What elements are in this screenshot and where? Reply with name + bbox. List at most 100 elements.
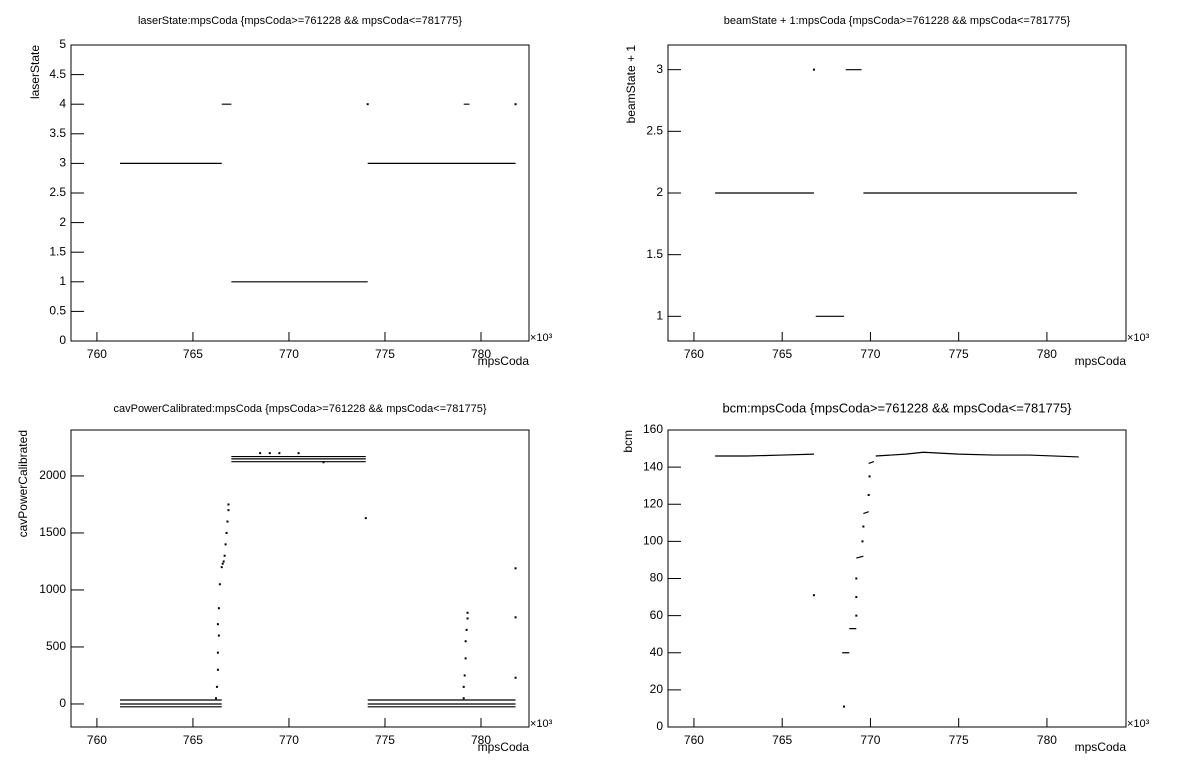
y-tick-label: 1000 bbox=[39, 582, 66, 596]
data-point bbox=[217, 607, 220, 610]
x-axis-label: mpsCoda bbox=[1075, 354, 1127, 368]
y-tick-label: 140 bbox=[643, 459, 663, 473]
data-point bbox=[221, 562, 224, 565]
y-tick-label: 1 bbox=[656, 309, 663, 323]
data-point bbox=[855, 577, 858, 580]
y-tick-label: 0 bbox=[59, 333, 66, 347]
data-point bbox=[226, 520, 229, 523]
y-tick-label: 3 bbox=[656, 62, 663, 76]
data-point bbox=[462, 685, 465, 688]
data-line bbox=[715, 69, 1077, 317]
y-tick-label: 1 bbox=[59, 274, 66, 288]
x-axis-label: mpsCoda bbox=[478, 354, 530, 368]
data-point bbox=[867, 493, 870, 496]
y-axis-label: beamState + 1 bbox=[624, 45, 638, 124]
y-tick-label: 0.5 bbox=[49, 304, 66, 318]
y-tick-label: 4 bbox=[59, 96, 66, 110]
y-tick-label: 2 bbox=[59, 215, 66, 229]
y-tick-label: 3 bbox=[59, 156, 66, 170]
x-multiplier: ×10³ bbox=[530, 332, 553, 344]
y-tick-label: 2.5 bbox=[646, 124, 663, 138]
data-point bbox=[364, 517, 367, 520]
y-tick-label: 20 bbox=[650, 682, 664, 696]
x-multiplier: ×10³ bbox=[530, 718, 553, 730]
y-tick-label: 160 bbox=[643, 422, 663, 436]
data-point bbox=[855, 596, 858, 599]
data-point bbox=[216, 651, 219, 654]
y-tick-label: 60 bbox=[650, 608, 664, 622]
data-point bbox=[227, 509, 230, 512]
x-tick-label: 770 bbox=[860, 347, 880, 361]
data-point bbox=[464, 657, 467, 660]
x-tick-label: 770 bbox=[279, 347, 299, 361]
plot-frame bbox=[667, 429, 1127, 728]
plot-frame bbox=[70, 44, 530, 342]
y-axis-label: bcm bbox=[621, 430, 635, 453]
x-tick-label: 765 bbox=[772, 733, 792, 747]
y-tick-label: 80 bbox=[650, 571, 664, 585]
data-point bbox=[268, 452, 271, 455]
y-tick-label: 100 bbox=[643, 534, 663, 548]
chart-title: bcm:mpsCoda {mpsCoda>=761228 && mpsCoda<… bbox=[722, 400, 1072, 415]
data-point bbox=[862, 525, 865, 528]
data-line bbox=[715, 451, 1079, 654]
data-point bbox=[217, 634, 220, 637]
data-point bbox=[224, 543, 227, 546]
chart-title: laserState:mpsCoda {mpsCoda>=761228 && m… bbox=[138, 15, 462, 27]
y-tick-label: 40 bbox=[650, 645, 664, 659]
x-tick-label: 780 bbox=[1037, 347, 1057, 361]
x-axis-label: mpsCoda bbox=[1075, 740, 1127, 754]
data-point bbox=[514, 567, 517, 570]
data-point bbox=[214, 697, 217, 700]
data-point bbox=[812, 594, 815, 597]
x-axis-label: mpsCoda bbox=[478, 740, 530, 754]
y-tick-label: 500 bbox=[46, 639, 66, 653]
data-point bbox=[216, 623, 219, 626]
data-point bbox=[514, 103, 517, 106]
data-point bbox=[465, 628, 468, 631]
y-tick-label: 2 bbox=[656, 185, 663, 199]
y-tick-label: 0 bbox=[656, 719, 663, 733]
y-tick-label: 1500 bbox=[39, 525, 66, 539]
data-point bbox=[215, 685, 218, 688]
data-point bbox=[466, 617, 469, 620]
data-line bbox=[119, 103, 516, 283]
x-tick-label: 780 bbox=[1037, 733, 1057, 747]
data-point bbox=[297, 452, 300, 455]
x-tick-label: 780 bbox=[471, 347, 491, 361]
data-point bbox=[812, 68, 815, 71]
x-tick-label: 760 bbox=[87, 347, 107, 361]
data-point bbox=[223, 554, 226, 557]
data-point bbox=[514, 616, 517, 619]
x-multiplier: ×10³ bbox=[1127, 718, 1150, 730]
data-point bbox=[514, 676, 517, 679]
chart-title: beamState + 1:mpsCoda {mpsCoda>=761228 &… bbox=[724, 15, 1071, 27]
x-tick-label: 775 bbox=[375, 347, 395, 361]
data-point bbox=[216, 668, 219, 671]
y-tick-label: 4.5 bbox=[49, 67, 66, 81]
y-tick-label: 120 bbox=[643, 496, 663, 510]
data-point bbox=[466, 611, 469, 614]
x-tick-label: 775 bbox=[949, 347, 969, 361]
data-point bbox=[259, 452, 262, 455]
x-tick-label: 765 bbox=[183, 733, 203, 747]
data-point bbox=[227, 503, 230, 506]
x-tick-label: 765 bbox=[183, 347, 203, 361]
data-point bbox=[225, 531, 228, 534]
x-tick-label: 760 bbox=[684, 347, 704, 361]
y-axis-label: cavPowerCalibrated bbox=[16, 430, 30, 537]
x-tick-label: 780 bbox=[471, 733, 491, 747]
data-point bbox=[366, 103, 369, 106]
x-tick-label: 760 bbox=[87, 733, 107, 747]
data-point bbox=[322, 461, 325, 464]
x-multiplier: ×10³ bbox=[1127, 332, 1150, 344]
chart-title: cavPowerCalibrated:mpsCoda {mpsCoda>=761… bbox=[113, 403, 486, 415]
plot-frame bbox=[70, 429, 530, 728]
y-tick-label: 2.5 bbox=[49, 185, 66, 199]
data-point bbox=[463, 674, 466, 677]
data-point bbox=[222, 560, 225, 563]
data-point bbox=[855, 614, 858, 617]
x-tick-label: 775 bbox=[375, 733, 395, 747]
y-tick-label: 3.5 bbox=[49, 126, 66, 140]
